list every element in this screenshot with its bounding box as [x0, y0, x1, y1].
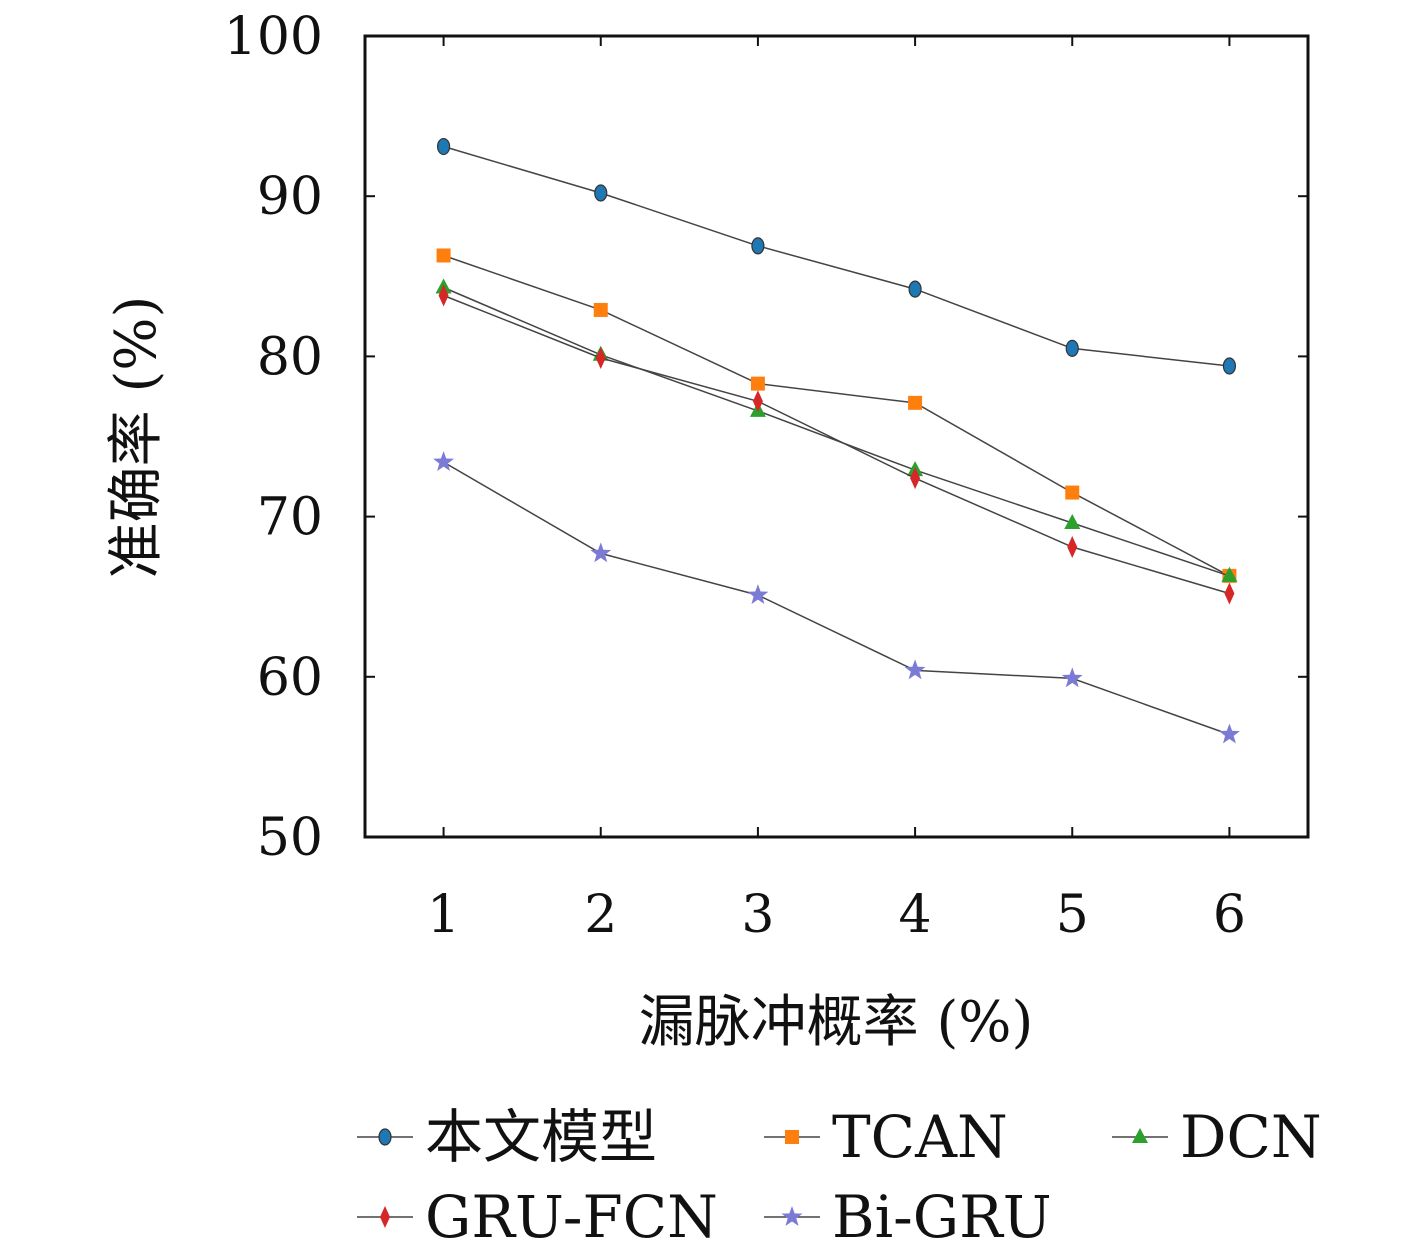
- data-point: [593, 302, 608, 317]
- series-2: [436, 248, 1237, 583]
- data-point: [750, 376, 765, 391]
- legend-label: Bi-GRU: [832, 1183, 1052, 1251]
- data-point: [590, 542, 612, 563]
- x-tick-label: 3: [741, 885, 774, 945]
- series-line: [443, 145, 1230, 367]
- data-point: [1064, 514, 1081, 530]
- data-point: [1061, 667, 1083, 688]
- series-4: [438, 284, 1235, 605]
- data-point: [908, 280, 922, 298]
- y-tick-label: 50: [257, 808, 323, 868]
- data-point: [1222, 357, 1237, 375]
- data-point: [1065, 339, 1079, 357]
- data-point: [594, 184, 608, 202]
- data-point: [436, 137, 451, 156]
- x-tick-label: 5: [1056, 885, 1089, 945]
- data-point: [904, 659, 926, 680]
- legend-item: TCAN: [764, 1103, 1008, 1171]
- x-tick-label: 6: [1213, 885, 1246, 945]
- data-point: [1067, 536, 1078, 559]
- legend-label: DCN: [1180, 1103, 1322, 1171]
- data-point: [747, 584, 769, 604]
- legend-marker: [378, 1128, 392, 1146]
- plot-area: [433, 137, 1240, 744]
- series-line: [443, 254, 1230, 577]
- legend-item: DCN: [1112, 1103, 1322, 1171]
- y-tick-label: 80: [257, 327, 323, 387]
- data-point: [433, 451, 454, 471]
- series-line: [443, 294, 1230, 595]
- data-point: [1065, 485, 1080, 500]
- legend-marker: [781, 1206, 803, 1226]
- legend-label: 本文模型: [425, 1103, 657, 1171]
- legend: 本文模型 TCAN DCN GRU-FCN Bi-GRU: [357, 1103, 1322, 1251]
- axis-ticks: 50 60 70 80 90 100 1 2 3 4 5 6: [224, 7, 1308, 945]
- series-5: [433, 451, 1240, 744]
- data-point: [751, 237, 765, 255]
- legend-label: TCAN: [832, 1103, 1008, 1171]
- data-point: [436, 248, 451, 263]
- x-axis-label: 漏脉冲概率 (%): [639, 990, 1034, 1055]
- data-point: [438, 284, 449, 307]
- legend-marker: [785, 1130, 799, 1144]
- data-point: [1224, 582, 1235, 605]
- data-point: [1219, 723, 1240, 744]
- data-point: [1221, 566, 1238, 582]
- data-point: [910, 467, 921, 490]
- legend-item: 本文模型: [357, 1103, 657, 1171]
- series-1: [436, 137, 1237, 375]
- series-line: [443, 461, 1230, 736]
- legend-marker: [1132, 1128, 1148, 1143]
- data-point: [595, 347, 606, 370]
- legend-marker: [380, 1206, 390, 1228]
- series-line: [443, 286, 1230, 577]
- plot-frame: [363, 34, 1310, 839]
- x-tick-label: 4: [899, 885, 932, 945]
- series-3: [435, 278, 1238, 582]
- data-point: [752, 390, 763, 413]
- y-tick-label: 90: [257, 167, 323, 227]
- x-tick-label: 2: [584, 885, 617, 945]
- y-tick-label: 60: [257, 648, 323, 708]
- y-axis-label: 准确率 (%): [104, 296, 169, 579]
- y-tick-label: 100: [224, 7, 323, 67]
- x-tick-label: 1: [427, 885, 460, 945]
- legend-item: GRU-FCN: [357, 1183, 718, 1251]
- data-point: [908, 395, 923, 410]
- legend-label: GRU-FCN: [425, 1183, 718, 1251]
- y-tick-label: 70: [257, 488, 323, 548]
- legend-item: Bi-GRU: [764, 1183, 1052, 1251]
